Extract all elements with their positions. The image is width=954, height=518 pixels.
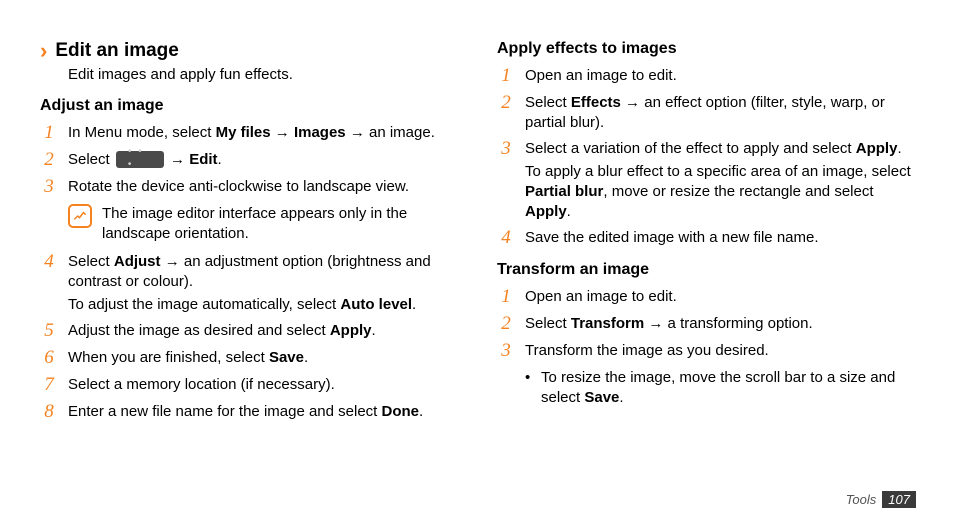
note-block: The image editor interface appears only … xyxy=(68,204,457,245)
footer-section-label: Tools xyxy=(846,492,877,507)
step-text: Rotate the device anti-clockwise to land… xyxy=(68,177,457,198)
step-text: Select Transform → a transforming option… xyxy=(525,314,914,335)
transform-steps: 1 Open an image to edit. 2 Select Transf… xyxy=(497,287,914,362)
step-number: 2 xyxy=(497,93,515,134)
step-number: 5 xyxy=(40,321,58,342)
bullet-item: • To resize the image, move the scroll b… xyxy=(525,368,914,409)
main-heading: Edit an image xyxy=(55,40,179,62)
step-row: 1 Open an image to edit. xyxy=(497,66,914,87)
effects-steps: 1 Open an image to edit. 2 Select Effect… xyxy=(497,66,914,249)
chevron-icon: › xyxy=(40,40,47,62)
step-row: 2 Select Effects → an effect option (fil… xyxy=(497,93,914,134)
main-heading-row: › Edit an image xyxy=(40,40,457,62)
sub-heading-effects: Apply effects to images xyxy=(497,40,914,58)
step-number: 8 xyxy=(40,402,58,423)
step-number: 1 xyxy=(497,66,515,87)
step-number: 4 xyxy=(497,228,515,249)
step-row: 1 In Menu mode, select My files → Images… xyxy=(40,123,457,144)
step-row: 8 Enter a new file name for the image an… xyxy=(40,402,457,423)
note-text: The image editor interface appears only … xyxy=(102,204,457,245)
step-text: In Menu mode, select My files → Images →… xyxy=(68,123,457,144)
left-column: › Edit an image Edit images and apply fu… xyxy=(40,40,457,428)
menu-button-icon xyxy=(116,151,164,168)
step-row: 3 Rotate the device anti-clockwise to la… xyxy=(40,177,457,198)
step-text: Select Adjust → an adjustment option (br… xyxy=(68,252,457,315)
step-row: 6 When you are finished, select Save. xyxy=(40,348,457,369)
step-text: Enter a new file name for the image and … xyxy=(68,402,457,423)
step-number: 2 xyxy=(497,314,515,335)
step-text: Select Effects → an effect option (filte… xyxy=(525,93,914,134)
step-number: 6 xyxy=(40,348,58,369)
step-number: 3 xyxy=(497,341,515,362)
step-number: 1 xyxy=(497,287,515,308)
step-row: 5 Adjust the image as desired and select… xyxy=(40,321,457,342)
step-row: 1 Open an image to edit. xyxy=(497,287,914,308)
adjust-steps: 1 In Menu mode, select My files → Images… xyxy=(40,123,457,198)
sub-heading-transform: Transform an image xyxy=(497,261,914,279)
step-text: Open an image to edit. xyxy=(525,66,914,87)
step-row: 2 Select Transform → a transforming opti… xyxy=(497,314,914,335)
step-row: 2 Select → Edit. xyxy=(40,150,457,171)
step-row: 4 Save the edited image with a new file … xyxy=(497,228,914,249)
step-text: Open an image to edit. xyxy=(525,287,914,308)
step-row: 3 Select a variation of the effect to ap… xyxy=(497,139,914,222)
right-column: Apply effects to images 1 Open an image … xyxy=(497,40,914,428)
step-text: Select a memory location (if necessary). xyxy=(68,375,457,396)
step-text: Save the edited image with a new file na… xyxy=(525,228,914,249)
step-row: 4 Select Adjust → an adjustment option (… xyxy=(40,252,457,315)
bullet-text: To resize the image, move the scroll bar… xyxy=(541,368,914,409)
step-row: 7 Select a memory location (if necessary… xyxy=(40,375,457,396)
sub-heading-adjust: Adjust an image xyxy=(40,97,457,115)
step-text: Select → Edit. xyxy=(68,150,457,171)
step-text: Adjust the image as desired and select A… xyxy=(68,321,457,342)
step-text: Select a variation of the effect to appl… xyxy=(525,139,914,222)
step-number: 1 xyxy=(40,123,58,144)
step-number: 4 xyxy=(40,252,58,315)
step-row: 3 Transform the image as you desired. xyxy=(497,341,914,362)
step-text: Transform the image as you desired. xyxy=(525,341,914,362)
intro-text: Edit images and apply fun effects. xyxy=(68,66,457,83)
step-prefix: Select xyxy=(68,151,114,168)
note-icon xyxy=(68,204,92,228)
bullet-icon: • xyxy=(525,368,533,409)
step-number: 2 xyxy=(40,150,58,171)
page-number: 107 xyxy=(882,491,916,508)
step-number: 7 xyxy=(40,375,58,396)
step-number: 3 xyxy=(40,177,58,198)
page-footer: Tools 107 xyxy=(846,491,916,508)
step-text: When you are finished, select Save. xyxy=(68,348,457,369)
step-suffix: → Edit. xyxy=(166,151,222,168)
adjust-steps-cont: 4 Select Adjust → an adjustment option (… xyxy=(40,252,457,422)
step-number: 3 xyxy=(497,139,515,222)
